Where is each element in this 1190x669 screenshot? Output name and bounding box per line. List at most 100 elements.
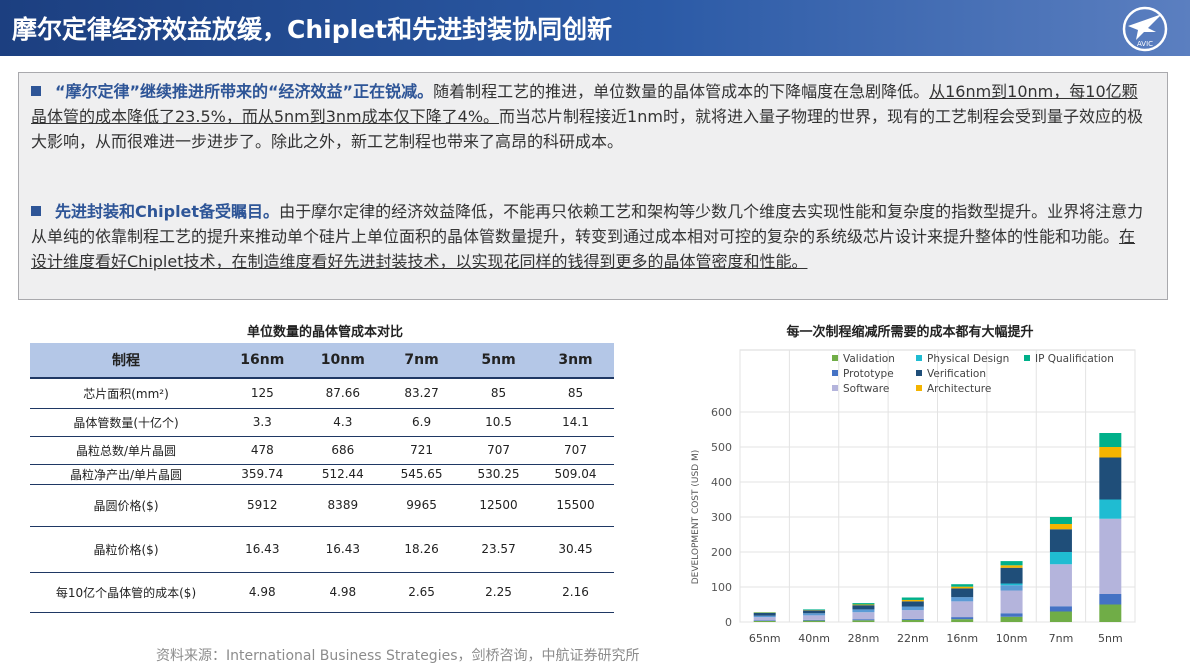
y-tick-label: 300 <box>711 511 732 524</box>
table-cell: 686 <box>302 436 384 465</box>
table-cell: 3.3 <box>222 408 303 437</box>
p2-underlined: 在设计维度看好Chiplet技术，在制造维度看好先进封装技术，以实现花同样的钱得… <box>31 227 1136 271</box>
bar-segment <box>852 604 875 606</box>
bar-segment <box>901 619 924 622</box>
table-title: 单位数量的晶体管成本对比 <box>246 325 403 340</box>
table-cell: 5912 <box>222 484 303 527</box>
row-label: 芯片面积(mm²) <box>30 378 222 409</box>
x-tick-label: 40nm <box>798 632 830 645</box>
legend-label: Validation <box>843 353 895 365</box>
bar-segment <box>803 620 826 622</box>
y-tick-label: 500 <box>711 441 732 454</box>
bar-segment <box>1099 457 1122 500</box>
bar-segment <box>753 612 776 616</box>
bar-segment <box>951 597 974 602</box>
y-tick-label: 400 <box>711 476 732 489</box>
bar-segment <box>901 597 924 600</box>
square-bullet-icon <box>31 206 41 216</box>
legend-label: IP Qualification <box>1035 353 1114 365</box>
paragraph-2: 先进封装和Chiplet备受瞩目。由于摩尔定律的经济效益降低，不能再只依赖工艺和… <box>31 199 1151 274</box>
bar-segment <box>1000 613 1023 617</box>
table-cell: 12500 <box>460 484 537 527</box>
table-cell: 2.25 <box>460 572 537 613</box>
p2-highlight: 先进封装和Chiplet备受瞩目。 <box>55 202 280 221</box>
bar-segment <box>753 620 776 621</box>
bar-segment <box>1049 606 1072 612</box>
table-cell: 8389 <box>302 484 384 527</box>
table-header-cell: 3nm <box>537 343 614 379</box>
bar-segment <box>901 618 924 620</box>
table-header-cell: 制程 <box>30 343 222 379</box>
table-cell: 509.04 <box>537 464 614 485</box>
bar-segment <box>1000 565 1023 568</box>
bar-segment <box>951 588 974 598</box>
row-label: 每10亿个晶体管的成本($) <box>30 572 222 613</box>
bar-segment <box>1049 552 1072 565</box>
legend-label: Prototype <box>843 368 894 380</box>
bar-segment <box>1049 529 1072 552</box>
table-cell: 721 <box>383 436 461 465</box>
table-cell: 30.45 <box>537 526 614 573</box>
legend-swatch <box>916 355 922 361</box>
bar-segment <box>852 620 875 622</box>
bar-segment <box>753 620 776 622</box>
table-cell: 478 <box>222 436 303 465</box>
bar-segment <box>1099 518 1122 594</box>
x-tick-label: 7nm <box>1049 632 1074 645</box>
legend-swatch <box>916 370 922 376</box>
bar-segment <box>753 617 776 621</box>
table-cell: 707 <box>460 436 537 465</box>
summary-box: “摩尔定律”继续推进所带来的“经济效益”正在锐减。随着制程工艺的推进，单位数量的… <box>18 72 1168 300</box>
bar-segment <box>1000 585 1023 591</box>
table-cell: 85 <box>537 378 614 409</box>
bar-segment <box>753 615 776 618</box>
p1-underlined: 从16nm到10nm，每10亿颗晶体管的成本降低了23.5%，而从5nm到3nm… <box>31 82 1138 126</box>
table-header-cell: 16nm <box>222 343 303 379</box>
table-header-row: 制程 16nm 10nm 7nm 5nm 3nm <box>30 343 614 379</box>
bar-segment <box>901 599 924 602</box>
bar-segment <box>951 586 974 589</box>
table-row: 晶圆价格($) 5912 8389 9965 12500 15500 <box>30 484 614 527</box>
table-cell: 83.27 <box>383 378 461 409</box>
table-cell: 4.98 <box>302 572 384 613</box>
bar-segment <box>852 619 875 621</box>
bar-segment <box>1049 564 1072 607</box>
table-cell: 87.66 <box>302 378 384 409</box>
bar-segment <box>852 605 875 610</box>
row-label: 晶粒净产出/单片晶圆 <box>30 464 222 485</box>
bar-segment <box>803 609 826 611</box>
p1-text2: 而当芯片制程接近1nm时，就将进入量子物理的世界，现有的工艺制程会受到量子效应的… <box>31 107 1143 151</box>
y-tick-label: 0 <box>725 616 732 629</box>
avic-logo: AVIC <box>1122 6 1168 52</box>
bar-segment <box>1099 594 1122 605</box>
table-cell: 18.26 <box>383 526 461 573</box>
square-bullet-icon <box>31 86 41 96</box>
p1-highlight: “摩尔定律”继续推进所带来的“经济效益”正在锐减。 <box>55 82 434 101</box>
table-row: 晶体管数量(十亿个) 3.3 4.3 6.9 10.5 14.1 <box>30 408 614 437</box>
x-tick-label: 16nm <box>946 632 978 645</box>
chart-title: 每一次制程缩减所需要的成本都有大幅提升 <box>786 325 1034 340</box>
table-cell: 359.74 <box>222 464 303 485</box>
development-cost-chart: 0 100 200 300 400 500 600 DEVELOPMENT COST (USD… <box>691 349 1136 645</box>
legend-label: Architecture <box>927 383 991 395</box>
table-cell: 125 <box>222 378 303 409</box>
table-cell: 707 <box>537 436 614 465</box>
legend-label: Physical Design <box>927 353 1009 365</box>
header-bar: 摩尔定律经济效益放缓，Chiplet和先进封装协同创新 AVIC <box>0 0 1190 56</box>
source-note: 资料来源：International Business Strategies，剑… <box>156 648 640 664</box>
table-cell: 23.57 <box>460 526 537 573</box>
table-row: 晶粒价格($) 16.43 16.43 18.26 23.57 30.45 <box>30 526 614 573</box>
table-cell: 15500 <box>537 484 614 527</box>
bar-segment <box>803 619 826 621</box>
y-tick-label: 600 <box>711 406 732 419</box>
bar-segment <box>1099 604 1122 622</box>
bar-segment <box>1000 590 1023 614</box>
table-cell: 545.65 <box>383 464 461 485</box>
table-cell: 2.16 <box>537 572 614 613</box>
bar-segment <box>803 615 826 620</box>
bar-segment <box>951 584 974 587</box>
x-tick-label: 5nm <box>1098 632 1123 645</box>
bar-segment <box>803 613 826 616</box>
y-tick-label: 200 <box>711 546 732 559</box>
bar-segment <box>803 610 826 614</box>
